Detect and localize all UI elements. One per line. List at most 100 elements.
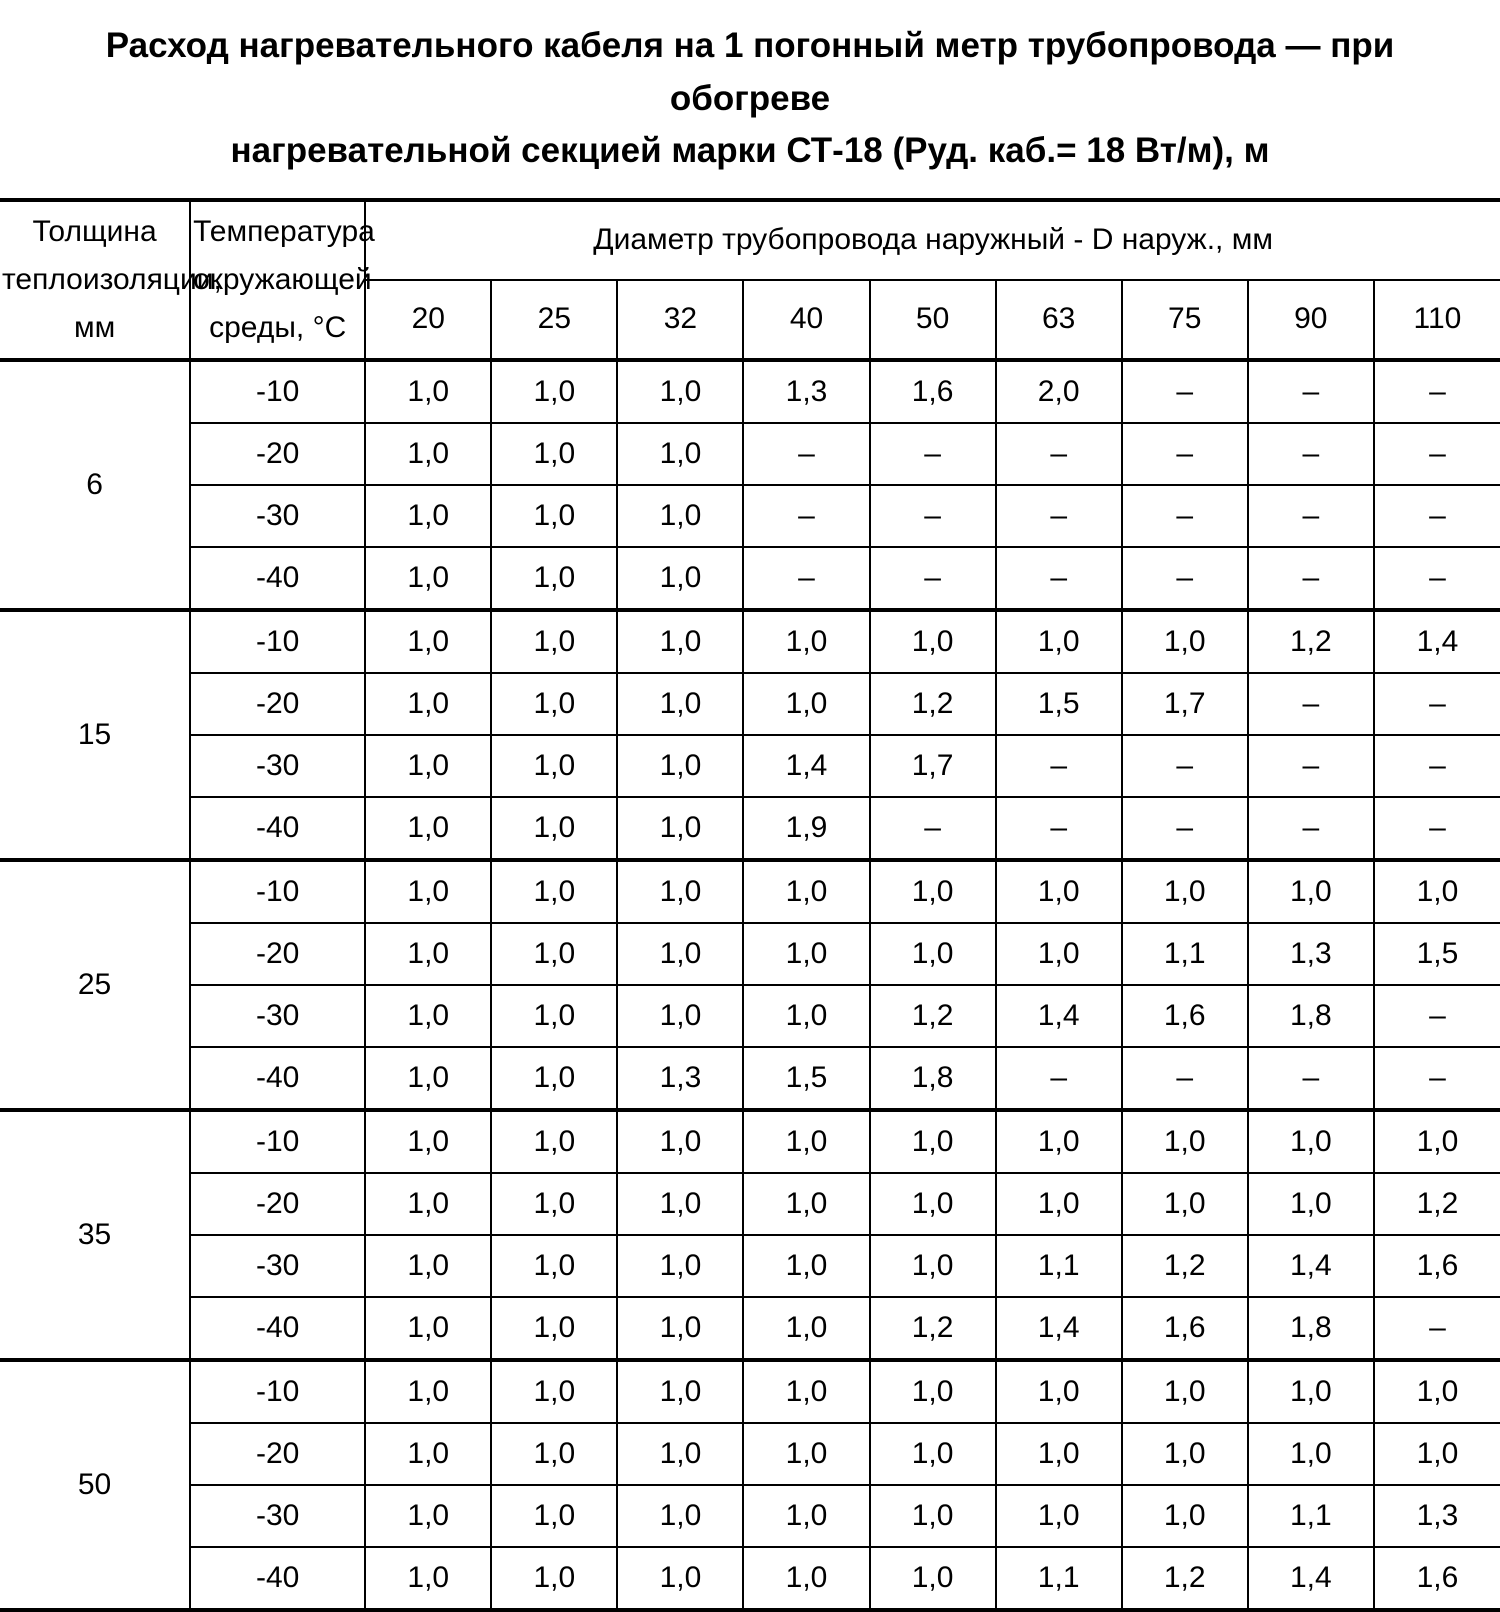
value-cell: 1,0: [743, 1485, 869, 1547]
value-cell: 1,0: [1122, 610, 1248, 673]
value-cell: 1,0: [617, 1297, 743, 1360]
temperature-cell: -10: [190, 860, 365, 923]
value-cell: 1,0: [996, 610, 1122, 673]
header-diameter: 75: [1122, 280, 1248, 360]
value-cell: 2,0: [996, 360, 1122, 423]
value-cell: 1,0: [365, 797, 491, 860]
value-cell: 1,0: [491, 360, 617, 423]
value-cell: –: [996, 547, 1122, 610]
value-cell: 1,0: [491, 735, 617, 797]
value-cell: 1,0: [491, 1423, 617, 1485]
value-cell: 1,0: [743, 1235, 869, 1297]
value-cell: 1,0: [365, 1235, 491, 1297]
value-cell: 1,0: [365, 1047, 491, 1110]
value-cell: 1,0: [617, 423, 743, 485]
value-cell: 1,1: [1122, 923, 1248, 985]
value-cell: –: [1248, 673, 1374, 735]
value-cell: 1,0: [996, 1173, 1122, 1235]
value-cell: 1,0: [617, 610, 743, 673]
value-cell: 1,0: [491, 1110, 617, 1173]
table-row: -401,01,01,0––––––: [0, 547, 1500, 610]
value-cell: 1,0: [491, 1297, 617, 1360]
value-cell: –: [1374, 547, 1500, 610]
value-cell: –: [1374, 985, 1500, 1047]
value-cell: 1,0: [1122, 1173, 1248, 1235]
thickness-cell: 50: [0, 1360, 190, 1610]
value-cell: 1,4: [1248, 1547, 1374, 1610]
value-cell: 1,6: [1374, 1235, 1500, 1297]
value-cell: 1,0: [1122, 860, 1248, 923]
value-cell: 1,2: [870, 985, 996, 1047]
value-cell: 1,0: [365, 735, 491, 797]
header-thickness: Толщина теплоизоляции, мм: [0, 200, 190, 360]
value-cell: 1,0: [743, 1360, 869, 1423]
value-cell: 1,4: [1248, 1235, 1374, 1297]
value-cell: 1,0: [617, 360, 743, 423]
title-line-1: Расход нагревательного кабеля на 1 погон…: [106, 26, 1395, 118]
value-cell: 1,1: [996, 1235, 1122, 1297]
value-cell: 1,0: [870, 1173, 996, 1235]
value-cell: 1,0: [617, 1423, 743, 1485]
table-row: -301,01,01,01,01,21,41,61,8–: [0, 985, 1500, 1047]
value-cell: 1,7: [1122, 673, 1248, 735]
value-cell: –: [996, 797, 1122, 860]
value-cell: 1,0: [743, 1423, 869, 1485]
table-row: -301,01,01,01,01,01,11,21,41,6: [0, 1235, 1500, 1297]
value-cell: 1,0: [365, 485, 491, 547]
value-cell: 1,0: [617, 735, 743, 797]
value-cell: 1,0: [1122, 1360, 1248, 1423]
value-cell: 1,0: [996, 1110, 1122, 1173]
value-cell: –: [1122, 547, 1248, 610]
value-cell: –: [996, 423, 1122, 485]
value-cell: 1,0: [491, 610, 617, 673]
value-cell: 1,0: [870, 860, 996, 923]
table-row: -401,01,01,01,9–––––: [0, 797, 1500, 860]
value-cell: 1,0: [491, 797, 617, 860]
value-cell: 1,0: [1248, 1360, 1374, 1423]
value-cell: 1,0: [491, 985, 617, 1047]
value-cell: –: [1248, 735, 1374, 797]
value-cell: –: [743, 547, 869, 610]
value-cell: 1,5: [743, 1047, 869, 1110]
temperature-cell: -20: [190, 423, 365, 485]
value-cell: –: [1374, 1047, 1500, 1110]
value-cell: 1,0: [617, 1547, 743, 1610]
value-cell: 1,0: [743, 610, 869, 673]
value-cell: 1,2: [1122, 1547, 1248, 1610]
value-cell: 1,0: [491, 1047, 617, 1110]
value-cell: –: [996, 735, 1122, 797]
value-cell: –: [996, 1047, 1122, 1110]
value-cell: 1,0: [743, 673, 869, 735]
value-cell: 1,0: [1374, 1423, 1500, 1485]
header-diameter: 50: [870, 280, 996, 360]
table-row: -201,01,01,0––––––: [0, 423, 1500, 485]
value-cell: –: [870, 547, 996, 610]
value-cell: 1,4: [1374, 610, 1500, 673]
value-cell: 1,0: [743, 985, 869, 1047]
value-cell: 1,0: [996, 860, 1122, 923]
value-cell: –: [870, 423, 996, 485]
temperature-cell: -30: [190, 485, 365, 547]
value-cell: –: [1374, 673, 1500, 735]
value-cell: –: [1122, 735, 1248, 797]
temperature-cell: -30: [190, 1235, 365, 1297]
temperature-cell: -20: [190, 673, 365, 735]
value-cell: 1,0: [743, 923, 869, 985]
value-cell: 1,4: [996, 1297, 1122, 1360]
value-cell: 1,0: [491, 1485, 617, 1547]
value-cell: 1,0: [996, 923, 1122, 985]
value-cell: –: [1122, 360, 1248, 423]
value-cell: 1,0: [870, 1547, 996, 1610]
temperature-cell: -40: [190, 1047, 365, 1110]
header-diameter: 25: [491, 280, 617, 360]
value-cell: 1,0: [617, 1360, 743, 1423]
thickness-cell: 35: [0, 1110, 190, 1360]
value-cell: –: [870, 797, 996, 860]
value-cell: –: [1374, 360, 1500, 423]
value-cell: 1,6: [1122, 985, 1248, 1047]
value-cell: 1,0: [365, 1547, 491, 1610]
table-row: -201,01,01,01,01,01,01,11,31,5: [0, 923, 1500, 985]
table-row: 50-101,01,01,01,01,01,01,01,01,0: [0, 1360, 1500, 1423]
temperature-cell: -10: [190, 1360, 365, 1423]
value-cell: 1,2: [870, 1297, 996, 1360]
